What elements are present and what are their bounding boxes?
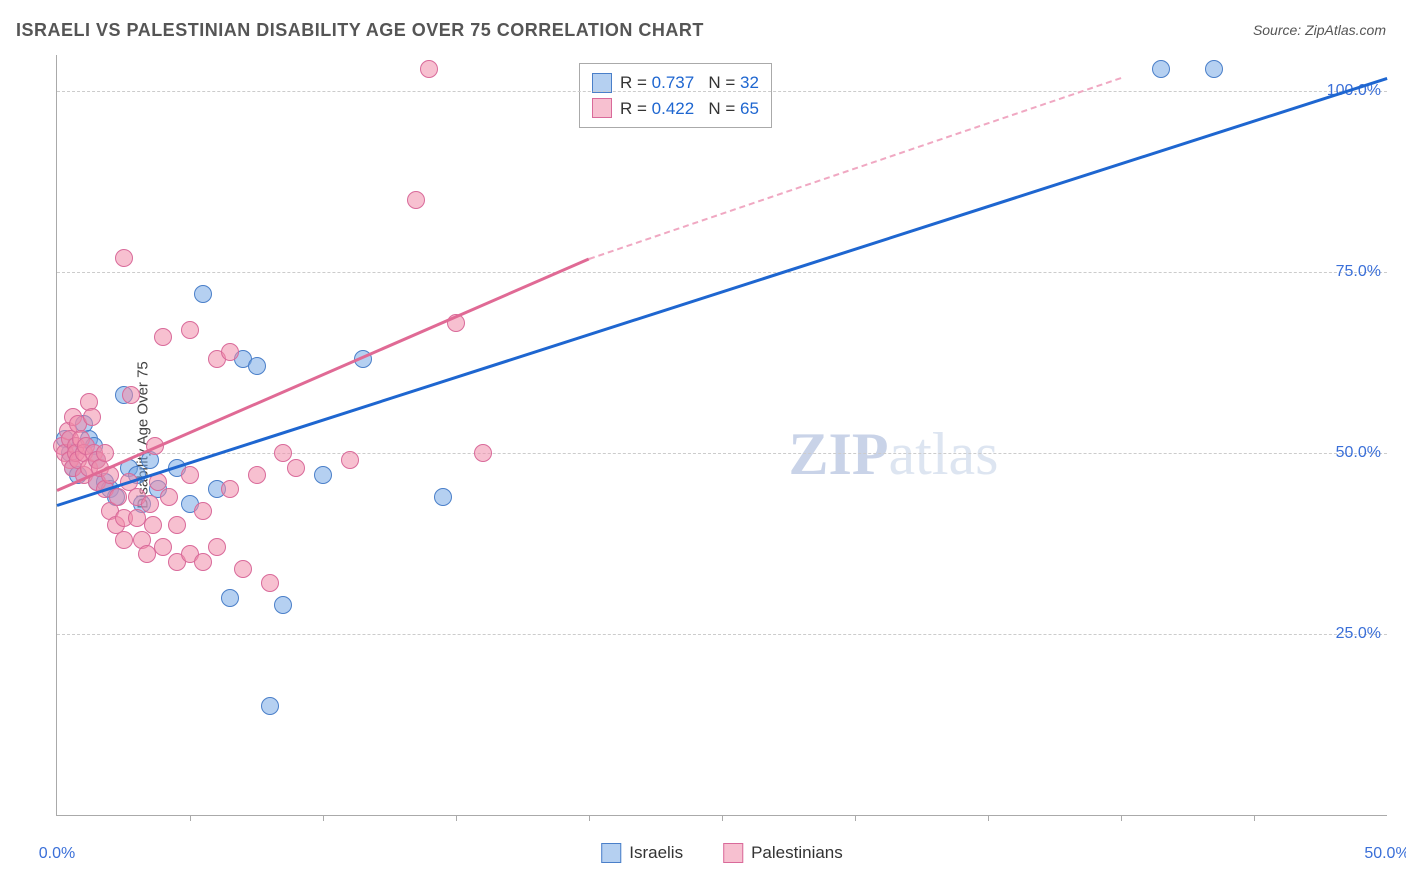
data-point [274,444,292,462]
x-tick-label: 0.0% [39,845,75,863]
legend-item: Israelis [601,843,683,863]
swatch-icon [723,843,743,863]
data-point [115,249,133,267]
correlation-stats-box: R = 0.737 N = 32R = 0.422 N = 65 [579,63,772,128]
x-tick-mark [190,815,191,821]
stat-row: R = 0.422 N = 65 [592,96,759,122]
gridline [57,91,1387,92]
data-point [420,60,438,78]
data-point [194,502,212,520]
x-tick-label: 50.0% [1364,845,1406,863]
data-point [234,560,252,578]
data-point [248,466,266,484]
data-point [141,495,159,513]
data-point [168,516,186,534]
data-point [248,357,266,375]
x-tick-mark [589,815,590,821]
data-point [194,553,212,571]
y-tick-label: 100.0% [1327,82,1381,100]
x-tick-mark [988,815,989,821]
data-point [144,516,162,534]
data-point [1205,60,1223,78]
data-point [122,386,140,404]
data-point [154,328,172,346]
swatch-icon [592,73,612,93]
data-point [261,697,279,715]
plot-area: Disability Age Over 75 R = 0.737 N = 32R… [56,55,1387,816]
data-point [314,466,332,484]
data-point [154,538,172,556]
data-point [96,444,114,462]
x-tick-mark [722,815,723,821]
data-point [160,488,178,506]
gridline [57,634,1387,635]
watermark: ZIPatlas [789,420,999,489]
data-point [341,451,359,469]
x-tick-mark [323,815,324,821]
data-point [434,488,452,506]
x-tick-mark [456,815,457,821]
swatch-icon [601,843,621,863]
data-point [287,459,305,477]
data-point [261,574,279,592]
data-point [208,538,226,556]
y-tick-label: 75.0% [1336,263,1381,281]
gridline [57,453,1387,454]
chart-title: ISRAELI VS PALESTINIAN DISABILITY AGE OV… [16,20,704,41]
data-point [274,596,292,614]
source-label: Source: ZipAtlas.com [1253,22,1386,38]
data-point [83,408,101,426]
swatch-icon [592,98,612,118]
data-point [221,343,239,361]
data-point [194,285,212,303]
gridline [57,272,1387,273]
data-point [221,589,239,607]
x-tick-mark [1254,815,1255,821]
chart-wrapper: ISRAELI VS PALESTINIAN DISABILITY AGE OV… [0,0,1406,892]
data-point [1152,60,1170,78]
y-tick-label: 50.0% [1336,444,1381,462]
trend-line [57,77,1388,507]
x-tick-mark [1121,815,1122,821]
data-point [181,466,199,484]
data-point [115,531,133,549]
data-point [407,191,425,209]
legend-item: Palestinians [723,843,843,863]
data-point [221,480,239,498]
x-tick-mark [855,815,856,821]
series-legend: Israelis Palestinians [601,843,843,863]
data-point [181,321,199,339]
data-point [474,444,492,462]
y-tick-label: 25.0% [1336,625,1381,643]
